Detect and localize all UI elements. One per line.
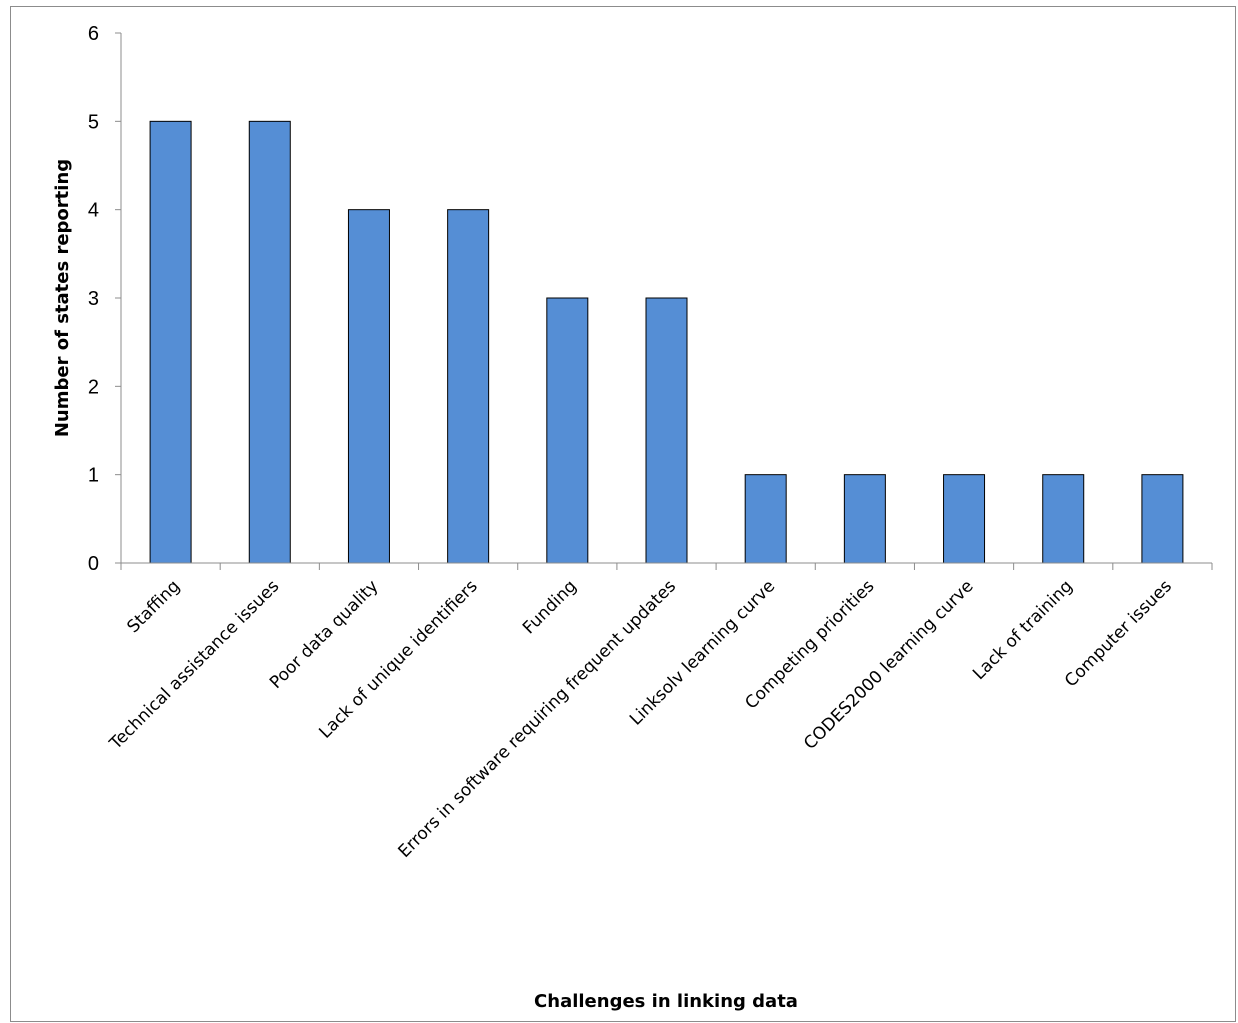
x-tick-label: Computer issues xyxy=(1061,576,1176,691)
bar xyxy=(447,209,490,564)
bar xyxy=(149,120,192,564)
y-tick-label: 3 xyxy=(88,288,99,310)
x-tick-label: Funding xyxy=(519,576,581,638)
x-tick-label: CODES2000 learning curve xyxy=(800,576,977,753)
chart-frame xyxy=(10,6,1236,1022)
bars xyxy=(149,120,1184,564)
bar xyxy=(1042,474,1085,564)
bar xyxy=(347,209,390,564)
y-tick-label: 6 xyxy=(88,23,99,45)
y-axis-title: Number of states reporting xyxy=(52,159,73,437)
bar xyxy=(248,120,291,564)
bar xyxy=(843,474,886,564)
x-axis-title: Challenges in linking data xyxy=(534,991,798,1012)
bar xyxy=(744,474,787,564)
y-tick-label: 4 xyxy=(88,200,99,222)
y-axis: 0 1 2 3 4 5 6 xyxy=(88,23,122,575)
y-tick-label: 5 xyxy=(88,111,99,133)
y-tick-label: 1 xyxy=(88,465,99,487)
x-tick-label: Lack of training xyxy=(969,576,1077,684)
y-tick-label: 0 xyxy=(88,553,99,575)
bar xyxy=(1141,474,1184,564)
x-tick-label: Technical assistance issues xyxy=(105,576,283,754)
bar xyxy=(645,297,688,564)
bar xyxy=(943,474,986,564)
x-tick-label: Poor data quality xyxy=(266,576,382,692)
y-tick-label: 2 xyxy=(88,376,99,398)
bar xyxy=(546,297,589,564)
x-tick-label: Staffing xyxy=(123,576,184,637)
x-tick-label: Lack of unique identifiers xyxy=(315,576,481,742)
